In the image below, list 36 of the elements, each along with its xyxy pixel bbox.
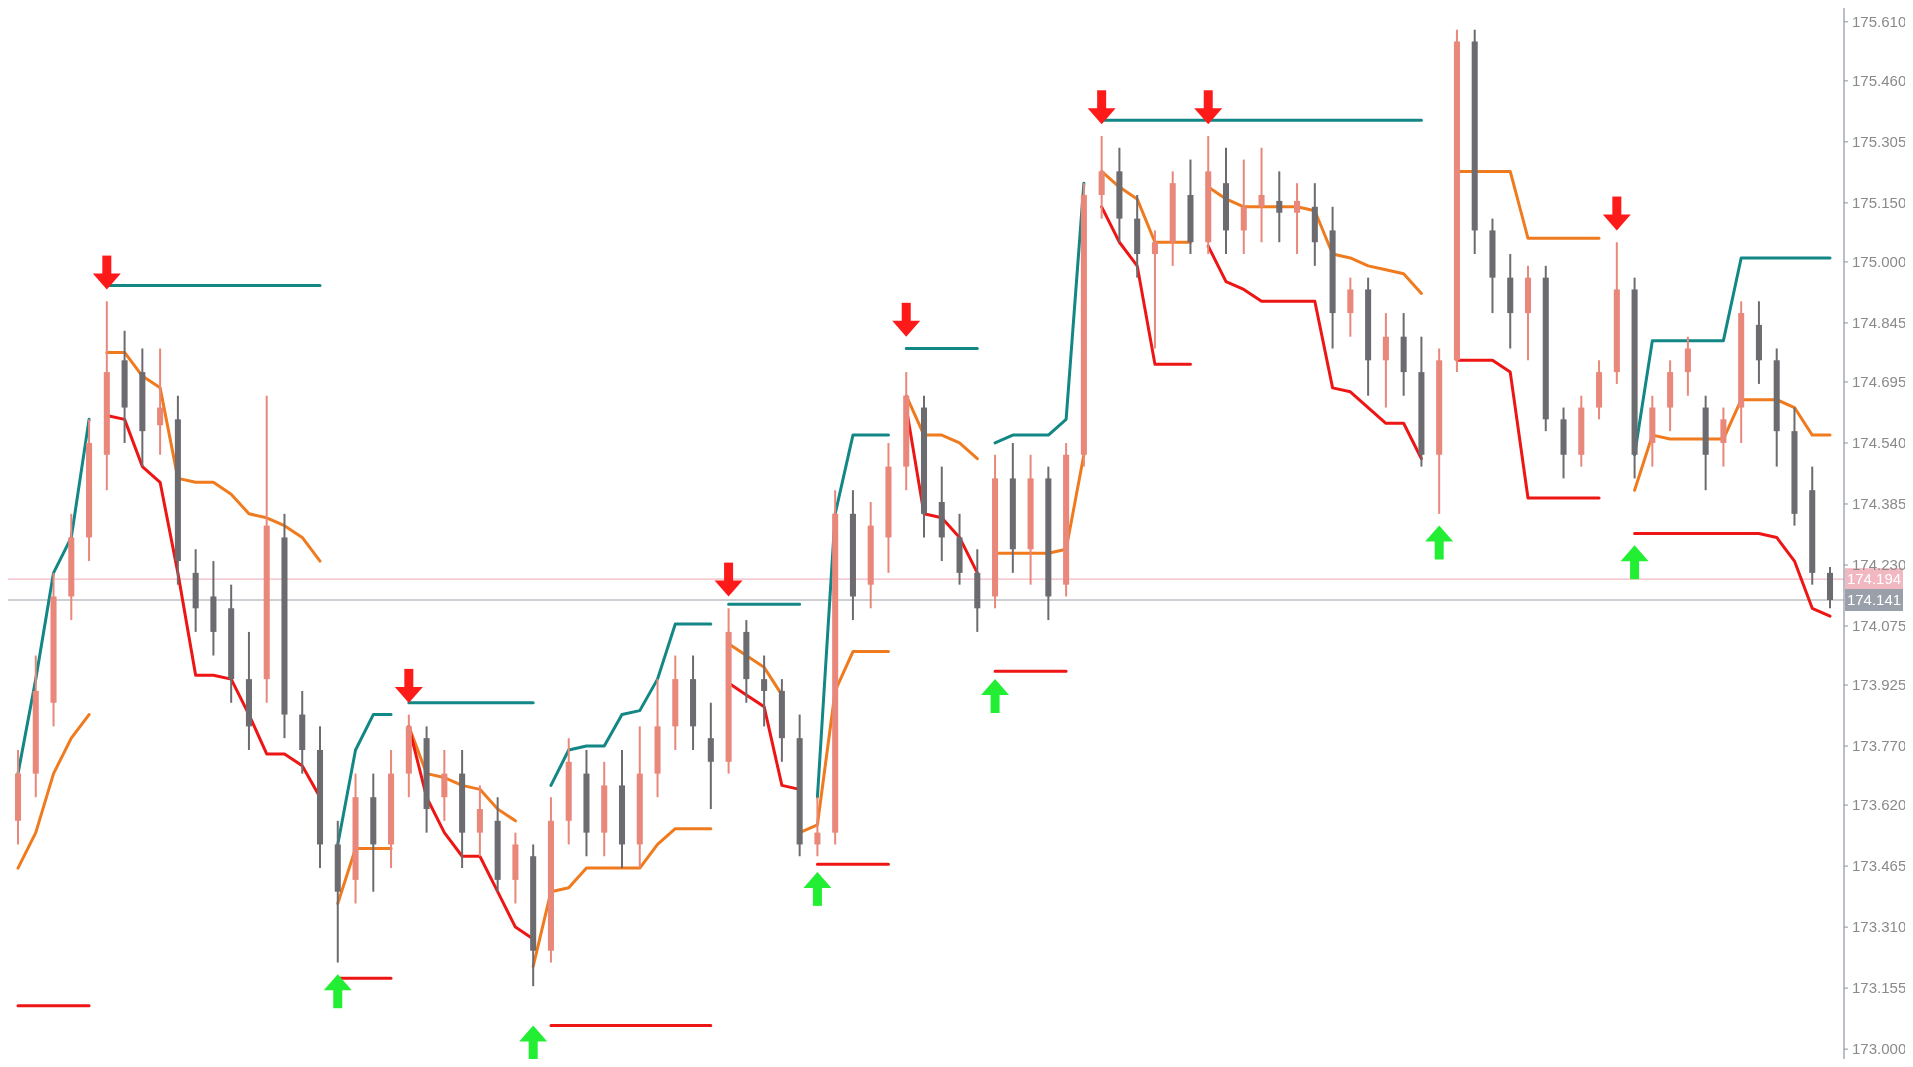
y-tick-label: 174.230 [1852, 555, 1907, 573]
y-tick-label: 174.385 [1852, 494, 1907, 512]
candlestick [157, 347, 164, 456]
candlestick [441, 748, 448, 822]
candlestick [1684, 335, 1691, 397]
y-tick-label: 173.620 [1852, 796, 1907, 814]
y-tick-label: 173.000 [1852, 1040, 1907, 1058]
y-tick-label: 173.155 [1852, 979, 1907, 997]
candlestick [707, 701, 714, 811]
candlestick [1347, 276, 1354, 338]
y-tick-label: 175.610 [1852, 12, 1907, 30]
candlestick [761, 654, 768, 728]
candlestick [1276, 170, 1283, 244]
y-tick-label: 174.845 [1852, 313, 1907, 331]
y-tick-label: 174.540 [1852, 433, 1907, 451]
y-tick-label: 175.000 [1852, 252, 1907, 270]
candlestick [814, 796, 821, 858]
candlestick [1382, 312, 1389, 409]
ref-line-label: 174.194 [1846, 570, 1902, 588]
y-tick-label: 175.150 [1852, 193, 1907, 211]
candlestick [476, 784, 483, 858]
ref-line-label: 174.141 [1846, 591, 1902, 609]
y-tick-label: 173.310 [1852, 918, 1907, 936]
y-tick-label: 174.075 [1852, 617, 1907, 634]
y-tick-label: 173.465 [1852, 857, 1907, 875]
y-tick-label: 175.305 [1852, 132, 1907, 150]
candlestick [1294, 182, 1301, 256]
y-tick-label: 173.925 [1852, 676, 1907, 694]
candlestick [1098, 134, 1105, 220]
candlestick [1258, 146, 1265, 244]
candlestick [1720, 406, 1727, 468]
y-tick-label: 174.695 [1852, 372, 1907, 390]
y-tick-label: 175.460 [1852, 71, 1907, 89]
candlestick [1151, 229, 1158, 350]
y-tick-label: 173.770 [1852, 737, 1907, 755]
candlestick [1240, 158, 1247, 256]
